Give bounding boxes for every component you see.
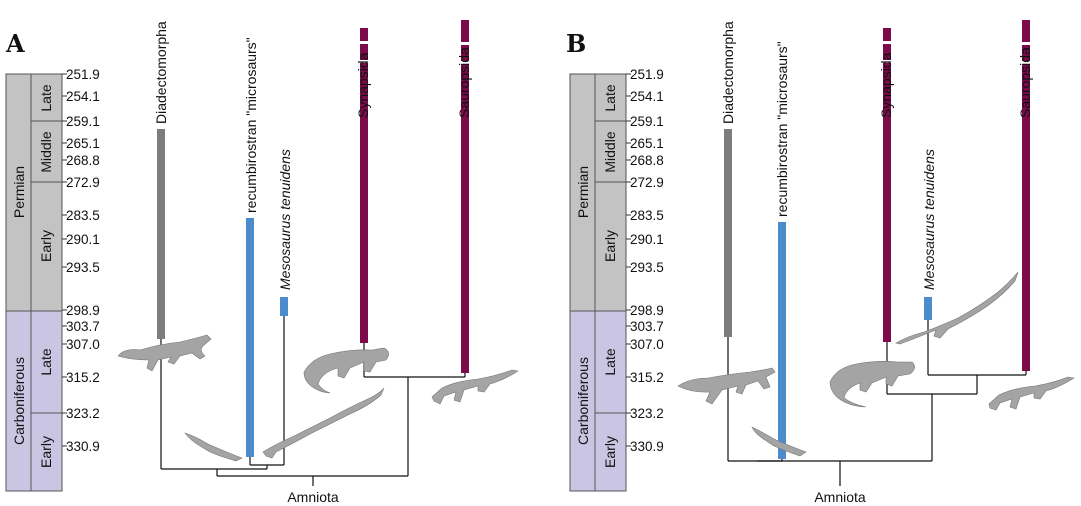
age-tick-label: 290.1 (66, 232, 100, 247)
sauropsida-bar (1022, 20, 1030, 371)
period-permian: Permian (575, 166, 591, 218)
age-tick-label: 315.2 (66, 370, 100, 385)
age-tick-label: 293.5 (66, 260, 100, 275)
age-tick-label: 293.5 (630, 260, 664, 275)
label-diadectomorpha: Diadectomorpha (720, 21, 736, 124)
sauropsida-bar (461, 20, 469, 373)
age-tick-label: 265.1 (66, 136, 100, 151)
timescale-a: Permian Carboniferous Late Middle Early … (5, 73, 63, 492)
label-synapsida: Synapsida (355, 52, 371, 118)
permian-box (5, 73, 63, 312)
mesosaurus-silhouette (895, 271, 1019, 345)
age-tick-label: 323.2 (630, 406, 664, 421)
label-sauropsida: Sauropsida (456, 47, 472, 118)
age-tick-label: 330.9 (630, 439, 664, 454)
diadectomorpha-bar (724, 129, 732, 337)
panel-label-b: B (566, 29, 586, 58)
age-tick-label: 298.9 (630, 303, 664, 318)
age-tick-label: 259.1 (630, 114, 664, 129)
carboniferous-box (5, 310, 63, 492)
age-tick-label: 307.0 (66, 337, 100, 352)
epoch-late-carboniferous: Late (602, 348, 618, 375)
label-sauropsida: Sauropsida (1017, 47, 1033, 118)
age-tick-label: 265.1 (630, 136, 664, 151)
age-tick-label: 254.1 (630, 89, 664, 104)
age-tick-label: 251.9 (66, 67, 100, 82)
age-tick-label: 307.0 (630, 337, 664, 352)
label-microsaurs: recumbirostran "microsaurs" (243, 37, 259, 213)
age-tick-label: 330.9 (66, 439, 100, 454)
clade-amniota: Amniota (814, 489, 866, 505)
age-tick-label: 303.7 (630, 319, 664, 334)
diadectomorpha-bar (157, 129, 165, 339)
microsaur-silhouette (184, 432, 243, 462)
animal-silhouettes-a (117, 334, 519, 462)
synapsida-bar (883, 28, 891, 342)
age-tick-label: 290.1 (630, 232, 664, 247)
label-microsaurs: recumbirostran "microsaurs" (774, 41, 790, 217)
tree-b (727, 320, 1027, 486)
clade-amniota: Amniota (287, 489, 339, 505)
age-tick-label: 298.9 (66, 303, 100, 318)
epoch-late-carboniferous: Late (38, 348, 54, 375)
age-tick-label: 315.2 (630, 370, 664, 385)
age-tick-label: 323.2 (66, 406, 100, 421)
carboniferous-box (569, 310, 627, 492)
age-tick-label: 303.7 (66, 319, 100, 334)
age-tick-label: 283.5 (630, 208, 664, 223)
mesosaurus-bar (924, 297, 932, 320)
label-synapsida: Synapsida (878, 52, 894, 118)
age-ticks-b: 251.9 254.1 259.1 265.1 268.8 272.9 283.5 290.1… (626, 67, 664, 454)
age-tick-label: 272.9 (66, 175, 100, 190)
epoch-early-permian: Early (602, 230, 618, 262)
epoch-early-carboniferous: Early (38, 436, 54, 468)
age-tick-label: 272.9 (630, 175, 664, 190)
label-mesosaurus: Mesosaurus tenuidens (921, 149, 937, 290)
epoch-late-permian: Late (38, 84, 54, 111)
sauropsid-silhouette (988, 376, 1075, 411)
age-ticks-a: 251.9 254.1 259.1 265.1 268.8 272.9 283.5 290.1… (62, 67, 100, 454)
panel-a: A Permian Carboniferous Late Middle Earl… (5, 20, 519, 505)
microsaur-silhouette (751, 426, 807, 457)
label-diadectomorpha: Diadectomorpha (153, 21, 169, 124)
microsaurs-bar (246, 218, 254, 457)
epoch-early-carboniferous: Early (602, 436, 618, 468)
timescale-b: Permian Carboniferous Late Middle Early … (569, 73, 627, 492)
age-tick-label: 259.1 (66, 114, 100, 129)
age-tick-label: 254.1 (66, 89, 100, 104)
epoch-early-permian: Early (38, 230, 54, 262)
synapsida-bar (360, 28, 368, 343)
age-tick-label: 268.8 (630, 153, 664, 168)
epoch-late-permian: Late (602, 84, 618, 111)
period-permian: Permian (11, 166, 27, 218)
synapsid-silhouette (303, 347, 389, 394)
label-mesosaurus: Mesosaurus tenuidens (277, 149, 293, 290)
panel-label-a: A (5, 29, 25, 58)
age-tick-label: 283.5 (66, 208, 100, 223)
diadectomorph-silhouette (677, 367, 776, 405)
animal-silhouettes-b (677, 271, 1075, 457)
microsaurs-bar (778, 222, 786, 459)
epoch-middle-permian: Middle (602, 131, 618, 172)
age-tick-label: 268.8 (66, 153, 100, 168)
period-carboniferous: Carboniferous (11, 357, 27, 445)
mesosaurus-bar (280, 297, 288, 316)
sauropsid-silhouette (431, 369, 519, 405)
synapsid-silhouette (829, 361, 915, 408)
epoch-middle-permian: Middle (38, 131, 54, 172)
age-tick-label: 251.9 (630, 67, 664, 82)
tree-a (160, 316, 466, 486)
mesosaurus-silhouette (262, 387, 385, 459)
period-carboniferous: Carboniferous (575, 357, 591, 445)
panel-b: B Permian Carboniferous Late Middle Earl… (566, 20, 1075, 505)
diadectomorph-silhouette (117, 334, 212, 372)
